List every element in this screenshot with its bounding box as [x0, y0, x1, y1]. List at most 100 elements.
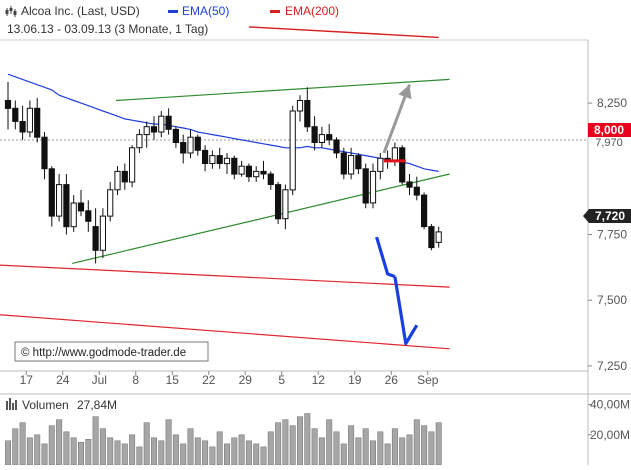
x-tick-label: 17 — [20, 373, 34, 387]
volume-bar — [311, 428, 318, 466]
volume-bar — [78, 441, 85, 466]
x-tick-label: 15 — [166, 373, 180, 387]
candle-up — [238, 165, 245, 175]
candle-down — [311, 126, 318, 143]
chart-header: Alcoa Inc. (Last, USD) EMA(50) EMA(200) … — [5, 4, 339, 36]
volume-bar — [187, 428, 194, 466]
candle-down — [260, 170, 267, 175]
volume-bar — [384, 443, 391, 466]
volume-bar — [253, 443, 260, 466]
candle-down — [4, 100, 12, 109]
volume-header: Volumen 27,84M — [6, 398, 117, 412]
volume-bar — [143, 422, 150, 466]
candle-down — [41, 136, 48, 170]
chart-date-range: 13.06.13 - 03.09.13 (3 Monate, 1 Tag) — [7, 22, 208, 36]
channel-upper-line — [115, 78, 450, 102]
volume-bar — [85, 438, 92, 466]
candle-down — [180, 142, 187, 154]
candle-up — [282, 189, 289, 220]
volume-tick-label: 20,00M — [590, 428, 630, 442]
volume-bar — [428, 431, 435, 466]
volume-value: 27,84M — [77, 398, 117, 412]
volume-bar — [136, 446, 143, 466]
volume-bar — [362, 428, 369, 466]
candle-down — [172, 128, 180, 143]
chart-title: Alcoa Inc. (Last, USD) — [21, 4, 140, 18]
volume-bar — [129, 434, 136, 466]
x-tick-label: 19 — [348, 373, 362, 387]
candle-down — [216, 155, 223, 165]
volume-bar — [41, 443, 48, 466]
target-price-label: 8,000 — [594, 123, 624, 137]
x-tick-label: 22 — [202, 373, 216, 387]
legend-ema50-swatch — [168, 10, 178, 13]
candle-up — [70, 202, 77, 228]
candle-down — [231, 157, 238, 175]
candle-down — [275, 184, 282, 220]
volume-bar — [231, 437, 238, 466]
volume-bar — [435, 422, 442, 466]
candle-up — [107, 189, 114, 217]
volume-bar — [70, 437, 77, 466]
candle-down — [304, 100, 311, 128]
volume-tick-label: 40,00M — [590, 398, 630, 412]
volume-bar — [224, 443, 231, 466]
candle-down — [150, 126, 158, 133]
candle-down — [48, 168, 55, 217]
x-tick-label: 5 — [278, 373, 285, 387]
x-tick-label: 12 — [312, 373, 326, 387]
volume-bar — [99, 428, 106, 466]
volume-bar — [391, 428, 398, 466]
volume-bar — [238, 434, 245, 466]
candle-up — [369, 170, 377, 204]
volume-bar — [369, 440, 376, 466]
candle-down — [326, 134, 333, 141]
y-tick-label: 8,250 — [597, 96, 627, 110]
volume-bar — [406, 434, 413, 466]
volume-bar — [165, 419, 172, 466]
candle-down — [165, 115, 172, 130]
candle-down — [267, 173, 274, 185]
volume-bar — [377, 431, 384, 466]
candle-up — [253, 170, 260, 178]
candle-down — [77, 202, 85, 212]
x-tick-label: 29 — [239, 373, 253, 387]
volume-bar — [326, 419, 333, 466]
volume-bar — [333, 431, 340, 466]
candle-up — [143, 126, 150, 136]
volume-bar — [56, 419, 63, 466]
volume-bar — [107, 437, 114, 466]
volume-bar — [158, 440, 165, 466]
ema200-series — [248, 26, 439, 39]
volume-bar — [260, 446, 267, 466]
price-axis: 8,250 7,750 7,500 7,250 — [588, 96, 627, 373]
volume-bar — [340, 443, 347, 466]
volume-bar — [114, 440, 121, 466]
candle-down — [121, 170, 128, 183]
candle-up — [223, 157, 231, 165]
target-price-marker: 8,000 — [588, 123, 631, 137]
volume-bar — [296, 416, 303, 466]
chart-type-icon — [5, 6, 17, 17]
ema50-series — [7, 73, 439, 172]
candle-down — [19, 121, 26, 133]
candle-up — [136, 134, 143, 149]
y-tick-label: 7,750 — [597, 227, 627, 241]
candlestick-series — [4, 82, 442, 264]
volume-bar — [421, 425, 428, 466]
legend-ema50-label: EMA(50) — [182, 4, 229, 18]
candle-up — [26, 107, 33, 133]
support-line-upper — [0, 264, 450, 288]
candle-up — [99, 215, 107, 251]
volume-bar — [5, 440, 12, 466]
y-tick-label: 7,250 — [597, 359, 627, 373]
candle-up — [296, 100, 304, 112]
last-price-marker: 7,720 — [583, 209, 631, 223]
candle-down — [202, 149, 209, 164]
candle-down — [194, 136, 201, 151]
candle-down — [362, 168, 369, 204]
volume-axis: 40,00M 20,00M — [588, 398, 630, 442]
copyright-box: © http://www.godmode-trader.de — [14, 341, 209, 362]
candle-up — [289, 110, 296, 191]
